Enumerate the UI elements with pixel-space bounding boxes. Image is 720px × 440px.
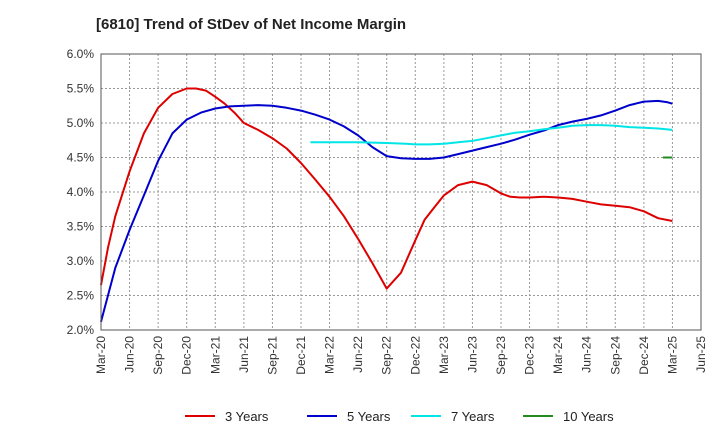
x-tick-label: Dec-20 [180, 336, 194, 375]
y-tick-label: 5.0% [67, 116, 95, 130]
x-tick-label: Sep-23 [494, 336, 508, 375]
y-tick-label: 4.0% [67, 185, 95, 199]
x-tick-label: Jun-21 [237, 336, 251, 373]
legend-item: 10 Years [523, 404, 614, 428]
x-tick-label: Sep-22 [380, 336, 394, 375]
x-tick-label: Sep-24 [608, 336, 622, 375]
x-tick-label: Jun-23 [465, 336, 479, 373]
legend: 3 Years 5 Years 7 Years 10 Years [0, 404, 720, 428]
series-line-3 [310, 124, 673, 146]
x-tick-label: Mar-25 [665, 336, 679, 374]
legend-label: 5 Years [347, 408, 391, 424]
y-tick-label: 6.0% [67, 47, 95, 61]
x-tick-label: Jun-25 [694, 336, 708, 373]
x-tick-label: Mar-21 [208, 336, 222, 374]
x-tick-label: Mar-23 [437, 336, 451, 374]
y-axis-ticks: 2.0% 2.5% 3.0% 3.5% 4.0% 4.5% 5.0% 5.5% 6.0% [67, 47, 95, 337]
x-tick-label: Dec-21 [294, 336, 308, 375]
grid-lines [101, 54, 701, 330]
legend-swatch [185, 415, 215, 417]
legend-swatch [411, 415, 441, 417]
x-tick-label: Dec-22 [408, 336, 422, 375]
x-tick-label: Sep-20 [151, 336, 165, 375]
x-tick-label: Jun-20 [123, 336, 137, 373]
y-tick-label: 4.5% [67, 151, 95, 165]
y-tick-label: 2.0% [67, 323, 95, 337]
x-tick-label: Mar-22 [323, 336, 337, 374]
legend-swatch [523, 415, 553, 417]
x-tick-label: Mar-24 [551, 336, 565, 374]
legend-item: 5 Years [307, 404, 390, 428]
x-tick-label: Jun-24 [580, 336, 594, 373]
series-lines [100, 87, 673, 322]
legend-label: 7 Years [451, 408, 495, 424]
x-tick-label: Sep-21 [265, 336, 279, 375]
series-line-1 [100, 87, 673, 290]
legend-label: 10 Years [563, 408, 614, 424]
legend-item: 3 Years [185, 404, 268, 428]
y-tick-label: 5.5% [67, 82, 95, 96]
plot-border [100, 53, 702, 331]
legend-label: 3 Years [225, 408, 269, 424]
x-axis-ticks: Mar-20 Jun-20 Sep-20 Dec-20 Mar-21 Jun-21 Sep-… [94, 336, 708, 375]
x-tick-label: Dec-23 [523, 336, 537, 375]
y-tick-label: 3.0% [67, 254, 95, 268]
y-tick-label: 2.5% [67, 289, 95, 303]
legend-swatch [307, 415, 337, 417]
series-line-2 [100, 99, 673, 322]
chart-title: [6810] Trend of StDev of Net Income Marg… [96, 16, 407, 33]
x-tick-label: Jun-22 [351, 336, 365, 373]
y-tick-label: 3.5% [67, 220, 95, 234]
x-tick-label: Dec-24 [637, 336, 651, 375]
x-tick-label: Mar-20 [94, 336, 108, 374]
legend-item: 7 Years [411, 404, 494, 428]
